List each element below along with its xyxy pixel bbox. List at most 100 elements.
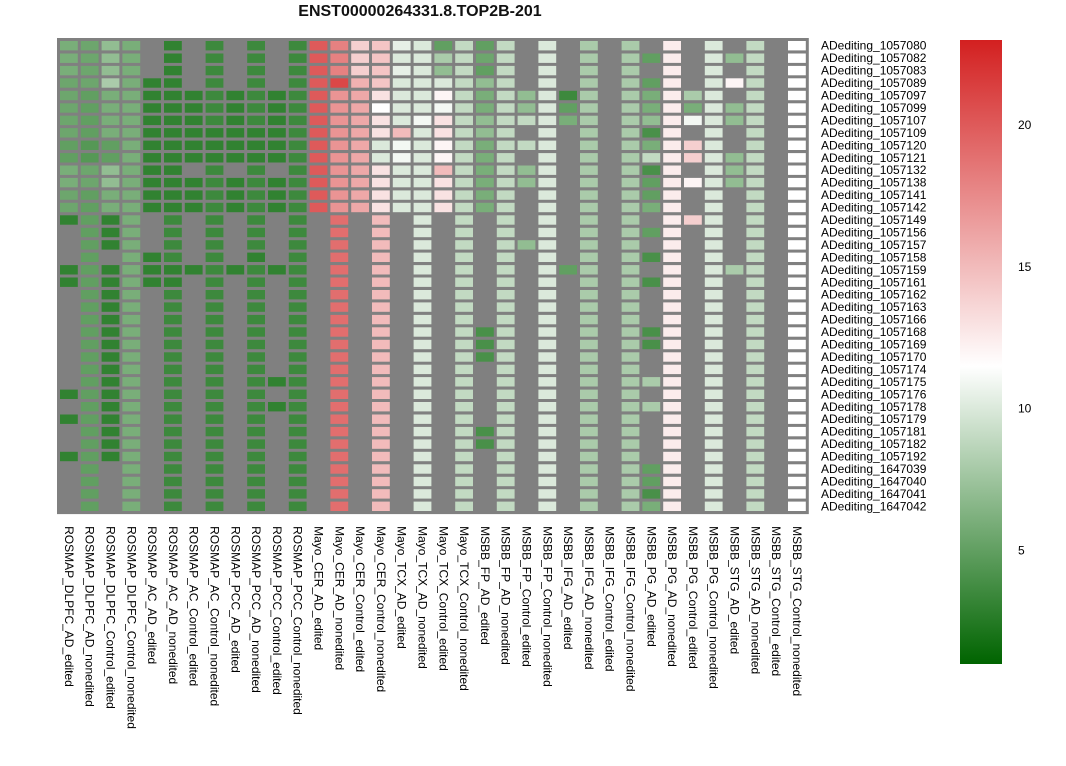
heatmap-cell [538,128,557,138]
heatmap-cell [600,215,619,225]
heatmap-cell [455,240,473,250]
heatmap-cell [372,190,390,200]
heatmap-cell [309,389,328,399]
heatmap-cell [392,90,411,101]
heatmap-cell [330,202,349,213]
heatmap-cell [288,377,307,387]
heatmap-cell [268,377,286,387]
heatmap-cell [392,439,411,449]
heatmap-cell [205,78,224,88]
heatmap-cell [164,389,182,399]
heatmap-cell [434,476,453,487]
heatmap-cell [122,65,141,76]
heatmap-cell [247,53,265,63]
heatmap-cell [788,302,806,312]
heatmap-cell [122,240,141,250]
heatmap-cell [309,177,328,188]
heatmap-cell [684,364,702,375]
heatmap-cell [621,41,640,51]
heatmap-cell [455,53,473,63]
heatmap-cell [517,215,536,225]
heatmap-cell [559,215,577,225]
heatmap-cell [80,339,99,350]
heatmap-cell [538,476,557,487]
heatmap-cell [80,140,99,150]
heatmap-cell [184,364,203,375]
heatmap-cell [621,389,640,399]
heatmap-cell [476,439,494,449]
heatmap-cell [247,177,265,188]
column-label: ROSMAP_PCC_AD_edited [228,526,242,673]
row-label: ADediting_1057178 [821,400,927,414]
heatmap-cell [372,202,390,213]
heatmap-cell [351,439,369,449]
heatmap-cell [372,302,390,312]
heatmap-cell [434,240,453,250]
heatmap-cell [164,53,182,63]
heatmap-cell [330,302,349,312]
heatmap-cell [205,327,224,337]
heatmap-cell [309,464,328,474]
heatmap-cell [226,202,245,213]
heatmap-cell [704,290,723,300]
heatmap-cell [600,501,619,511]
heatmap-cell [476,314,494,325]
heatmap-cell [746,78,765,88]
heatmap-cell [580,78,598,88]
heatmap-cell [434,327,453,337]
heatmap-cell [538,364,557,375]
heatmap-cell [226,402,245,412]
heatmap-cell [101,190,120,200]
heatmap-cell [413,489,432,499]
heatmap-cell [101,402,120,412]
heatmap-cell [725,364,744,375]
heatmap-cell [247,501,265,511]
heatmap-cell [184,439,203,449]
heatmap-cell [621,227,640,238]
heatmap-cell [704,314,723,325]
heatmap-cell [746,302,765,312]
heatmap-cell [684,489,702,499]
heatmap-cell [60,252,78,262]
heatmap-cell [226,277,245,287]
column-label: MSBB_STG_AD_edited [728,526,742,654]
heatmap-cell [372,90,390,101]
heatmap-cell [767,177,785,188]
heatmap-cell [226,364,245,375]
heatmap-cell [60,78,78,88]
heatmap-cell [143,464,161,474]
heatmap-cell [351,103,369,113]
heatmap-cell [517,128,536,138]
heatmap-cell [517,190,536,200]
heatmap-cell [767,128,785,138]
heatmap-cell [476,464,494,474]
heatmap-cell [704,364,723,375]
heatmap-cell [580,215,598,225]
heatmap-cell [517,476,536,487]
heatmap-cell [247,103,265,113]
heatmap-cell [184,128,203,138]
heatmap-cell [143,177,161,188]
heatmap-cell [80,501,99,511]
heatmap-cell [538,65,557,76]
heatmap-cell [413,165,432,175]
heatmap-cell [517,327,536,337]
heatmap-cell [684,177,702,188]
heatmap-cell [372,464,390,474]
heatmap-cell [143,451,161,462]
heatmap-cell [621,464,640,474]
row-label: ADediting_1057109 [821,126,927,140]
heatmap-cell [767,451,785,462]
heatmap-cell [600,140,619,150]
heatmap-cell [788,78,806,88]
heatmap-cell [372,78,390,88]
heatmap-cell [455,314,473,325]
heatmap-cell [226,451,245,462]
heatmap-cell [60,128,78,138]
heatmap-cell [704,53,723,63]
heatmap-cell [559,41,577,51]
heatmap-cell [143,103,161,113]
heatmap-cell [122,153,141,163]
heatmap-cell [413,140,432,150]
heatmap-cell [455,78,473,88]
